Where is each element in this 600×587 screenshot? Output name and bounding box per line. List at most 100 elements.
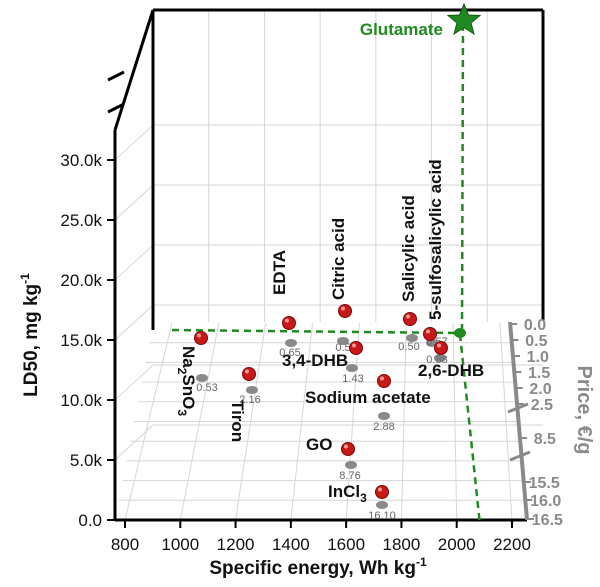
- grid-line-left-wall: [114, 304, 154, 341]
- point-projection: [337, 337, 349, 345]
- y-tick-label: 20.0k: [60, 271, 102, 290]
- data-point-marker: [242, 367, 256, 381]
- z-tick-label: 16.5: [532, 512, 563, 529]
- data-point-marker: [434, 341, 448, 355]
- z-tick-label: 0.5: [525, 333, 547, 350]
- data-point: [349, 341, 363, 355]
- z-break-mark-1: [507, 402, 529, 414]
- point-price-label: 1.43: [342, 373, 363, 385]
- guide-floor-horizontal: [171, 328, 461, 335]
- data-point-highlight: [380, 376, 384, 381]
- y-axis-title-main: LD50, mg kg: [21, 284, 42, 397]
- points-layer: Na2SnO3 Tiron EDTA Citric acid 3,4-DHB Sodium…: [175, 159, 484, 505]
- y-tick-label: 0.0: [78, 511, 102, 530]
- point-projection: [346, 364, 358, 372]
- y-tick-label: 30.0k: [60, 151, 102, 170]
- data-point-highlight: [197, 333, 201, 338]
- highlight-star-marker: [446, 2, 482, 36]
- x-axis-title-sup: -1: [416, 555, 427, 569]
- point-label: 2,6-DHB: [418, 361, 484, 380]
- data-point: [341, 442, 355, 456]
- data-point-marker: [377, 374, 391, 388]
- x-tick-label: 800: [111, 535, 139, 554]
- y-axis-title-sup: -1: [18, 273, 32, 284]
- data-point-marker: [375, 485, 389, 499]
- grid-line-left-wall: [114, 124, 154, 161]
- top-left-edge: [113, 9, 155, 131]
- highlight-label: Glutamate: [360, 20, 443, 39]
- data-point: [377, 374, 391, 388]
- y-break-mark-2: [107, 102, 125, 114]
- point-price-label: 0.5: [335, 342, 350, 354]
- x-tick-label: 1400: [272, 535, 310, 554]
- z-tick-label: 2.5: [531, 397, 553, 414]
- point-projection: [246, 386, 258, 394]
- point-label: InCl3: [328, 482, 367, 505]
- data-point-highlight: [285, 318, 289, 323]
- highlight-guides: [171, 23, 482, 526]
- highlight-floor-marker: [454, 328, 466, 338]
- x-tick-label: 1600: [327, 535, 365, 554]
- point-label: Citric acid: [329, 218, 348, 300]
- data-point-highlight: [426, 329, 430, 334]
- x-tick-label: 1000: [161, 535, 199, 554]
- data-point-highlight: [341, 306, 345, 311]
- guide-floor-diagonal: [458, 333, 482, 526]
- data-point-highlight: [344, 444, 348, 449]
- z-ticks: 0.00.51.01.52.02.5 8.5 15.516.0 16.5: [510, 317, 563, 529]
- point-label: EDTA: [270, 250, 289, 295]
- z-axis-title: Price, €/g: [573, 366, 595, 455]
- x-ticks: 800 1000 1200 1400 1600 1800 2000 2200: [111, 520, 531, 554]
- data-point: [423, 327, 437, 341]
- z-tick-label: 15.5: [529, 475, 560, 492]
- data-point-marker: [338, 304, 352, 318]
- y-axis-break: [107, 70, 125, 114]
- point-projection: [345, 461, 357, 469]
- data-point-marker: [423, 327, 437, 341]
- point-price-label: 2.88: [373, 421, 394, 433]
- point-label: Sodium acetate: [305, 388, 431, 407]
- y-tick-label: 15.0k: [60, 331, 102, 350]
- z-tick-label: 2.0: [529, 381, 551, 398]
- point-projection: [376, 501, 388, 509]
- grid-line-left-wall: [114, 364, 154, 401]
- data-point-marker: [341, 442, 355, 456]
- z-tick-label: 8.5: [534, 431, 556, 448]
- data-point-highlight: [437, 343, 441, 348]
- data-point: [242, 367, 256, 381]
- z-break-mark-2: [509, 450, 531, 462]
- point-price-label: 0.50: [398, 341, 419, 353]
- data-point-marker: [282, 316, 296, 330]
- point-price-label: 16.10: [368, 510, 396, 522]
- z-tick-label: 1.5: [528, 365, 550, 382]
- z-tick-label: 0.0: [524, 317, 546, 334]
- x-axis-title: Specific energy, Wh kg-1: [209, 555, 427, 579]
- z-tick-label: 1.0: [527, 349, 549, 366]
- point-label: Tiron: [228, 400, 247, 442]
- data-point: [338, 304, 352, 318]
- data-point: [375, 485, 389, 499]
- data-point: [282, 316, 296, 330]
- point-price-label: 2.16: [239, 394, 260, 406]
- data-point: [403, 312, 417, 326]
- z-axis-break: [507, 402, 531, 462]
- point-projection: [196, 374, 208, 382]
- data-point-highlight: [406, 314, 410, 319]
- x-tick-label: 1200: [217, 535, 255, 554]
- point-price-label: 0.53: [196, 382, 217, 394]
- y-ticks: 0.0 5.0k 10.0k 15.0k 20.0k 25.0k 30.0k: [60, 151, 115, 530]
- data-point-marker: [349, 341, 363, 355]
- grid-line-left-wall: [114, 184, 154, 221]
- y-tick-label: 10.0k: [60, 391, 102, 410]
- point-label: 3,4-DHB: [282, 351, 348, 370]
- y-axis-title: LD50, mg kg-1: [18, 273, 42, 397]
- data-point-highlight: [352, 343, 356, 348]
- y-tick-label: 5.0k: [70, 451, 103, 470]
- y-tick-label: 25.0k: [60, 211, 102, 230]
- point-label: GO: [306, 435, 332, 454]
- y-break-mark-1: [107, 70, 125, 82]
- data-point-highlight: [245, 369, 249, 374]
